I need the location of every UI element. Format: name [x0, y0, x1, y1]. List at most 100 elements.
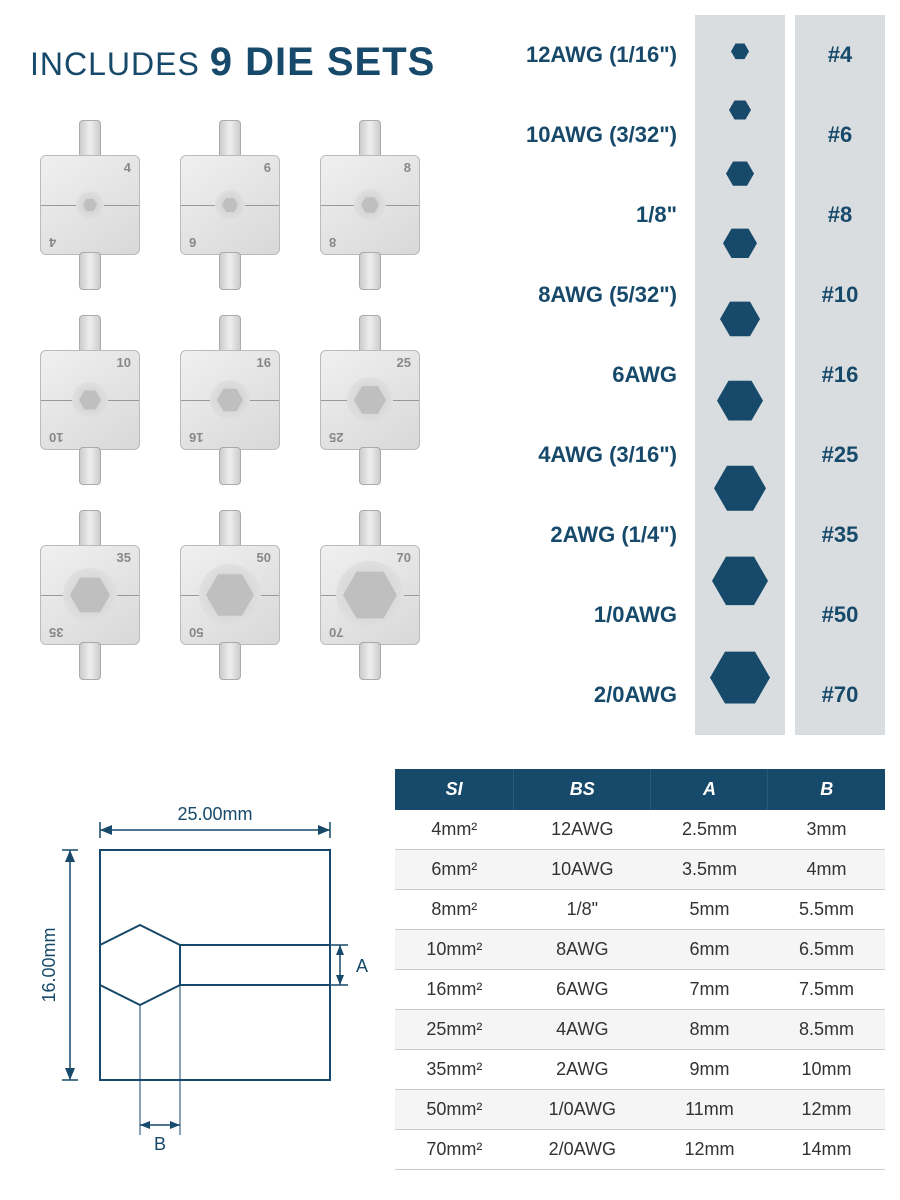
die-item: 50 50 — [170, 510, 290, 680]
size-label: 4AWG (3/16") — [455, 442, 677, 468]
die-number-label: 25 — [329, 430, 343, 445]
table-cell: 10mm² — [395, 930, 514, 970]
table-cell: 4mm — [768, 850, 885, 890]
table-cell: 7.5mm — [768, 970, 885, 1010]
size-label: 6AWG — [455, 362, 677, 388]
table-cell: 8mm² — [395, 890, 514, 930]
die-number-label: 25 — [397, 355, 411, 370]
die-item: 25 25 — [310, 315, 430, 485]
table-row: 70mm²2/0AWG12mm14mm — [395, 1130, 885, 1170]
table-row: 4mm²12AWG2.5mm3mm — [395, 810, 885, 850]
table-cell: 25mm² — [395, 1010, 514, 1050]
spec-table: SIBSAB 4mm²12AWG2.5mm3mm6mm²10AWG3.5mm4m… — [395, 769, 885, 1170]
size-number: #6 — [828, 122, 852, 148]
die-number-label: 8 — [404, 160, 411, 175]
size-col-labels: 12AWG (1/16") 10AWG (3/32") 1/8" 8AWG (5/32… — [455, 15, 685, 735]
table-cell: 50mm² — [395, 1090, 514, 1130]
size-number: #25 — [822, 442, 859, 468]
size-col-hex — [695, 15, 785, 735]
die-item: 10 10 — [30, 315, 150, 485]
table-header-cell: SI — [395, 769, 514, 810]
dim-b-label: B — [154, 1134, 166, 1154]
size-number: #16 — [822, 362, 859, 388]
die-number-label: 6 — [264, 160, 271, 175]
die-item: 4 4 — [30, 120, 150, 290]
hexagon-icon — [714, 462, 766, 514]
die-number-label: 8 — [329, 235, 336, 250]
table-row: 25mm²4AWG8mm8.5mm — [395, 1010, 885, 1050]
hexagon-icon — [723, 226, 757, 260]
hexagon-icon — [720, 299, 760, 339]
die-item: 6 6 — [170, 120, 290, 290]
table-cell: 5mm — [651, 890, 768, 930]
size-number: #8 — [828, 202, 852, 228]
table-cell: 10mm — [768, 1050, 885, 1090]
table-header-cell: A — [651, 769, 768, 810]
hexagon-icon — [729, 99, 751, 121]
table-cell: 12mm — [768, 1090, 885, 1130]
table-cell: 8mm — [651, 1010, 768, 1050]
die-item: 35 35 — [30, 510, 150, 680]
dim-height-label: 16.00mm — [39, 927, 59, 1002]
size-number: #70 — [822, 682, 859, 708]
size-label: 12AWG (1/16") — [455, 42, 677, 68]
table-header-row: SIBSAB — [395, 769, 885, 810]
size-number: #4 — [828, 42, 852, 68]
table-cell: 70mm² — [395, 1130, 514, 1170]
table-cell: 6AWG — [514, 970, 651, 1010]
hexagon-icon — [717, 378, 763, 424]
table-cell: 2.5mm — [651, 810, 768, 850]
table-cell: 8AWG — [514, 930, 651, 970]
hexagon-icon — [712, 553, 768, 609]
size-number: #10 — [822, 282, 859, 308]
dim-width-label: 25.00mm — [177, 804, 252, 824]
table-cell: 1/8" — [514, 890, 651, 930]
die-number-label: 10 — [49, 430, 63, 445]
die-number-label: 35 — [49, 625, 63, 640]
table-cell: 3.5mm — [651, 850, 768, 890]
die-item: 8 8 — [310, 120, 430, 290]
die-number-label: 16 — [257, 355, 271, 370]
size-label: 2AWG (1/4") — [455, 522, 677, 548]
size-label: 2/0AWG — [455, 682, 677, 708]
size-col-nums: #4 #6 #8 #10 #16 #25 #35 #50 #70 — [795, 15, 885, 735]
size-label: 1/8" — [455, 202, 677, 228]
size-number: #35 — [822, 522, 859, 548]
table-cell: 6.5mm — [768, 930, 885, 970]
table-row: 16mm²6AWG7mm7.5mm — [395, 970, 885, 1010]
size-number: #50 — [822, 602, 859, 628]
die-number-label: 35 — [117, 550, 131, 565]
table-cell: 16mm² — [395, 970, 514, 1010]
table-cell: 3mm — [768, 810, 885, 850]
table-cell: 8.5mm — [768, 1010, 885, 1050]
table-cell: 12mm — [651, 1130, 768, 1170]
table-cell: 11mm — [651, 1090, 768, 1130]
table-cell: 4mm² — [395, 810, 514, 850]
table-header-cell: B — [768, 769, 885, 810]
table-cell: 10AWG — [514, 850, 651, 890]
table-cell: 4AWG — [514, 1010, 651, 1050]
table-row: 35mm²2AWG9mm10mm — [395, 1050, 885, 1090]
table-cell: 35mm² — [395, 1050, 514, 1090]
die-number-label: 10 — [117, 355, 131, 370]
table-cell: 7mm — [651, 970, 768, 1010]
title-bold: 9 DIE SETS — [210, 40, 436, 84]
dimension-diagram: 25.00mm 16.00mm A B — [30, 790, 370, 1170]
size-list: 12AWG (1/16") 10AWG (3/32") 1/8" 8AWG (5/32… — [455, 15, 885, 735]
page-title: INCLUDES 9 DIE SETS — [30, 40, 435, 85]
size-label: 8AWG (5/32") — [455, 282, 677, 308]
table-row: 10mm²8AWG6mm6.5mm — [395, 930, 885, 970]
size-label: 10AWG (3/32") — [455, 122, 677, 148]
die-number-label: 16 — [189, 430, 203, 445]
die-number-label: 50 — [257, 550, 271, 565]
table-row: 8mm²1/8"5mm5.5mm — [395, 890, 885, 930]
hexagon-icon — [726, 160, 754, 188]
die-item: 70 70 — [310, 510, 430, 680]
table-cell: 2AWG — [514, 1050, 651, 1090]
die-number-label: 4 — [49, 235, 56, 250]
table-cell: 5.5mm — [768, 890, 885, 930]
table-cell: 6mm² — [395, 850, 514, 890]
die-number-label: 4 — [124, 160, 131, 175]
table-row: 50mm²1/0AWG11mm12mm — [395, 1090, 885, 1130]
hexagon-icon — [710, 648, 770, 708]
